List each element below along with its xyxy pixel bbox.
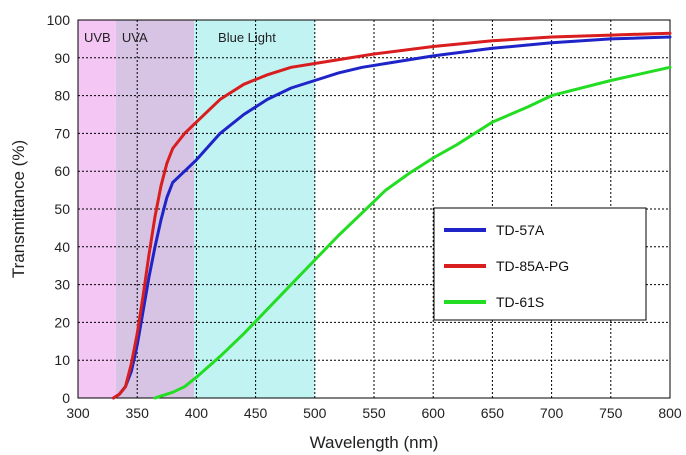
series-line-td-57a	[112, 35, 672, 400]
y-tick-label: 100	[47, 12, 71, 28]
x-tick-label: 500	[303, 405, 327, 421]
x-tick-label: 700	[540, 405, 564, 421]
band-uvb	[78, 20, 116, 398]
series-line-td-61s	[153, 65, 672, 400]
x-tick-label: 550	[362, 405, 386, 421]
x-tick-label: 350	[126, 405, 150, 421]
legend-label: TD-85A-PG	[496, 258, 569, 274]
series-line-td-85a-pg	[112, 31, 672, 400]
legend-label: TD-61S	[496, 294, 544, 310]
y-tick-label: 80	[54, 88, 70, 104]
y-axis-title: Transmittance (%)	[9, 140, 28, 278]
band-label: UVB	[84, 30, 111, 45]
y-tick-label: 60	[54, 163, 70, 179]
x-axis-title: Wavelength (nm)	[310, 433, 439, 452]
x-tick-label: 450	[244, 405, 268, 421]
y-tick-label: 30	[54, 277, 70, 293]
band-label: Blue Light	[218, 30, 276, 45]
legend-label: TD-57A	[496, 222, 545, 238]
y-tick-label: 40	[54, 239, 70, 255]
x-tick-label: 650	[481, 405, 505, 421]
y-tick-label: 20	[54, 314, 70, 330]
x-tick-label: 300	[66, 405, 90, 421]
band-label: UVA	[122, 30, 148, 45]
x-tick-label: 600	[422, 405, 446, 421]
plot-area-frame	[77, 19, 671, 399]
y-tick-label: 0	[62, 390, 70, 406]
y-tick-label: 90	[54, 50, 70, 66]
x-tick-label: 800	[658, 405, 682, 421]
y-tick-label: 10	[54, 352, 70, 368]
x-tick-label: 750	[599, 405, 623, 421]
y-tick-label: 50	[54, 201, 70, 217]
y-tick-label: 70	[54, 125, 70, 141]
x-tick-label: 400	[185, 405, 209, 421]
